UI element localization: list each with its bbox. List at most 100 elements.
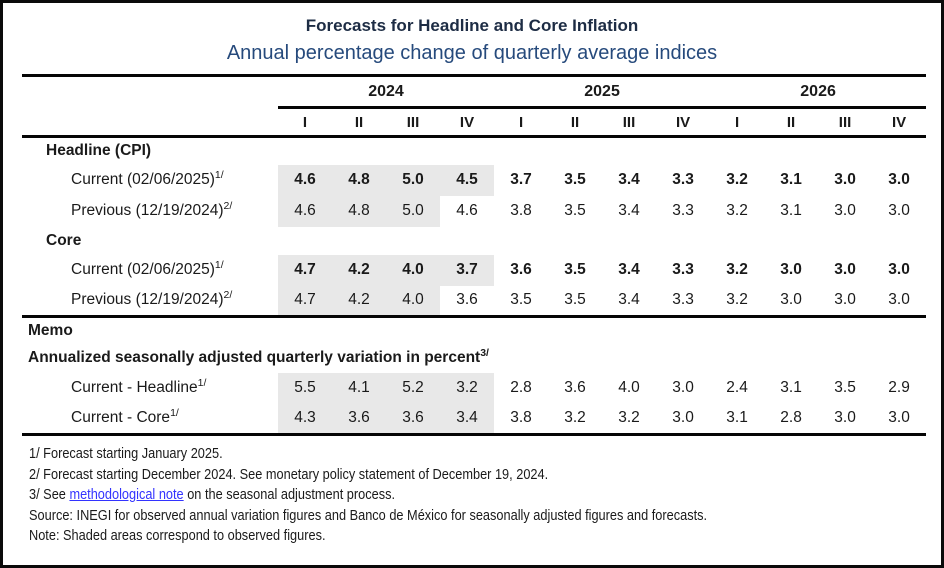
value-cell: 4.3 — [278, 403, 332, 436]
footnote-note: Note: Shaded areas correspond to observe… — [29, 526, 941, 547]
quarter-header: II — [548, 107, 603, 138]
row-label: Current - Headline1/ — [71, 376, 207, 396]
value-cell: 3.4 — [618, 291, 640, 309]
value-cell: 3.1 — [780, 379, 802, 396]
quarter-header-row: I II III IV I II III IV I II III IV — [22, 107, 927, 138]
value-cell: 3.0 — [780, 261, 802, 278]
footnote-2: 2/ Forecast starting December 2024. See … — [29, 465, 941, 486]
value-cell: 3.4 — [618, 202, 640, 219]
value-cell: 3.0 — [888, 291, 910, 309]
section-header-1-label: Core — [46, 231, 82, 249]
value-cell: 3.7 — [510, 171, 532, 188]
quarter-header: IV — [656, 107, 711, 138]
table-body: Headline (CPI) Current (02/06/2025)1/4.6 4… — [22, 137, 927, 436]
quarter-header: I — [494, 107, 549, 138]
value-cell: 3.1 — [780, 202, 802, 219]
table-row: Previous (12/19/2024)2/4.7 4.2 4.0 3.6 3.5 3.… — [22, 285, 926, 317]
row-label: Current (02/06/2025)1/ — [71, 168, 224, 188]
year-header-2026: 2026 — [710, 74, 927, 109]
quarter-header: I — [278, 107, 332, 138]
value-cell: 3.0 — [834, 171, 856, 188]
footnote-1: 1/ Forecast starting January 2025. — [29, 444, 941, 465]
value-cell: 2.8 — [764, 403, 819, 436]
value-cell: 4.5 — [440, 164, 495, 196]
value-cell: 3.0 — [672, 379, 694, 396]
table-row: Previous (12/19/2024)2/4.6 4.8 5.0 4.6 3.8 3.… — [22, 195, 926, 227]
value-cell: 3.6 — [386, 403, 440, 436]
value-cell: 3.1 — [710, 403, 765, 436]
value-cell: 3.2 — [726, 202, 748, 219]
value-cell: 2.4 — [726, 379, 748, 396]
value-cell: 4.8 — [332, 195, 386, 227]
value-cell: 4.1 — [332, 372, 386, 404]
value-cell: 3.5 — [564, 291, 586, 309]
value-cell: 5.2 — [386, 372, 440, 404]
value-cell: 3.0 — [834, 291, 856, 309]
value-cell: 4.0 — [386, 254, 440, 286]
value-cell: 3.0 — [656, 403, 711, 436]
value-cell: 5.5 — [278, 372, 332, 404]
value-cell: 3.1 — [780, 171, 802, 188]
value-cell: 3.4 — [618, 171, 640, 188]
table-row: Current (02/06/2025)1/4.7 4.2 4.0 3.7 3.6 3.5… — [22, 254, 926, 286]
page-subtitle: Annual percentage change of quarterly av… — [226, 42, 718, 64]
value-cell: 4.0 — [386, 285, 440, 317]
methodological-note-link[interactable]: methodological note — [69, 487, 184, 503]
value-cell: 3.6 — [564, 379, 586, 396]
value-cell: 4.8 — [332, 164, 386, 196]
corner-cell — [22, 107, 278, 138]
quarter-header: I — [710, 107, 765, 138]
quarter-header: III — [602, 107, 657, 138]
value-cell: 3.7 — [440, 254, 495, 286]
memo-subheader: Annualized seasonally adjusted quarterly… — [22, 344, 926, 373]
section-header-0-label: Headline (CPI) — [46, 142, 152, 160]
value-cell: 3.5 — [564, 202, 586, 219]
value-cell: 3.5 — [564, 261, 586, 278]
table-row: Current (02/06/2025)1/4.6 4.8 5.0 4.5 3.7 3.5… — [22, 164, 926, 196]
footnote-3-prefix: 3/ See — [29, 487, 70, 503]
value-cell: 4.7 — [278, 285, 332, 317]
value-cell: 3.6 — [332, 403, 386, 436]
year-header-2025: 2025 — [494, 74, 711, 109]
value-cell: 3.0 — [888, 171, 910, 188]
value-cell: 3.6 — [510, 261, 532, 278]
quarter-header: IV — [872, 107, 927, 138]
quarter-header: III — [818, 107, 873, 138]
value-cell: 3.5 — [510, 291, 532, 309]
value-cell: 3.2 — [548, 403, 603, 436]
row-label: Current (02/06/2025)1/ — [71, 258, 224, 278]
value-cell: 3.2 — [440, 372, 495, 404]
value-cell: 3.2 — [726, 291, 748, 309]
quarter-header: II — [764, 107, 819, 138]
value-cell: 3.4 — [440, 403, 495, 436]
value-cell: 3.5 — [834, 379, 856, 396]
value-cell: 3.0 — [888, 202, 910, 219]
table-row: Current - Core1/4.3 3.6 3.6 3.4 3.8 3.2 3.2 3.0… — [22, 403, 927, 436]
quarter-header: III — [386, 107, 440, 138]
footnote-1-text: 1/ Forecast starting January 2025. — [29, 446, 223, 462]
footnotes: 1/ Forecast starting January 2025. 2/ Fo… — [29, 444, 941, 547]
value-cell: 2.8 — [510, 379, 532, 396]
value-cell: 4.2 — [332, 254, 386, 286]
value-cell: 4.7 — [278, 254, 332, 286]
value-cell: 5.0 — [386, 164, 440, 196]
memo-header-label: Memo — [22, 315, 927, 344]
row-label: Current - Core1/ — [22, 403, 278, 436]
page-title: Forecasts for Headline and Core Inflatio… — [305, 16, 639, 35]
value-cell: 3.0 — [834, 202, 856, 219]
value-cell: 3.6 — [456, 291, 478, 309]
memo-subheader-label: Annualized seasonally adjusted quarterly… — [28, 346, 489, 366]
footnote-source-text: Source: INEGI for observed annual variat… — [29, 507, 708, 524]
value-cell: 4.6 — [278, 164, 332, 196]
quarter-header: II — [332, 107, 386, 138]
value-cell: 3.3 — [672, 291, 694, 309]
value-cell: 4.0 — [618, 379, 640, 396]
value-cell: 3.3 — [672, 171, 694, 188]
row-label: Previous (12/19/2024)2/ — [71, 199, 233, 219]
value-cell: 3.0 — [888, 261, 910, 278]
value-cell: 3.8 — [494, 403, 549, 436]
value-cell: 4.2 — [332, 285, 386, 317]
footnote-note-text: Note: Shaded areas correspond to observe… — [29, 528, 326, 544]
memo-header: Memo — [22, 315, 927, 344]
footnote-3: 3/ See methodological note on the season… — [29, 485, 941, 506]
